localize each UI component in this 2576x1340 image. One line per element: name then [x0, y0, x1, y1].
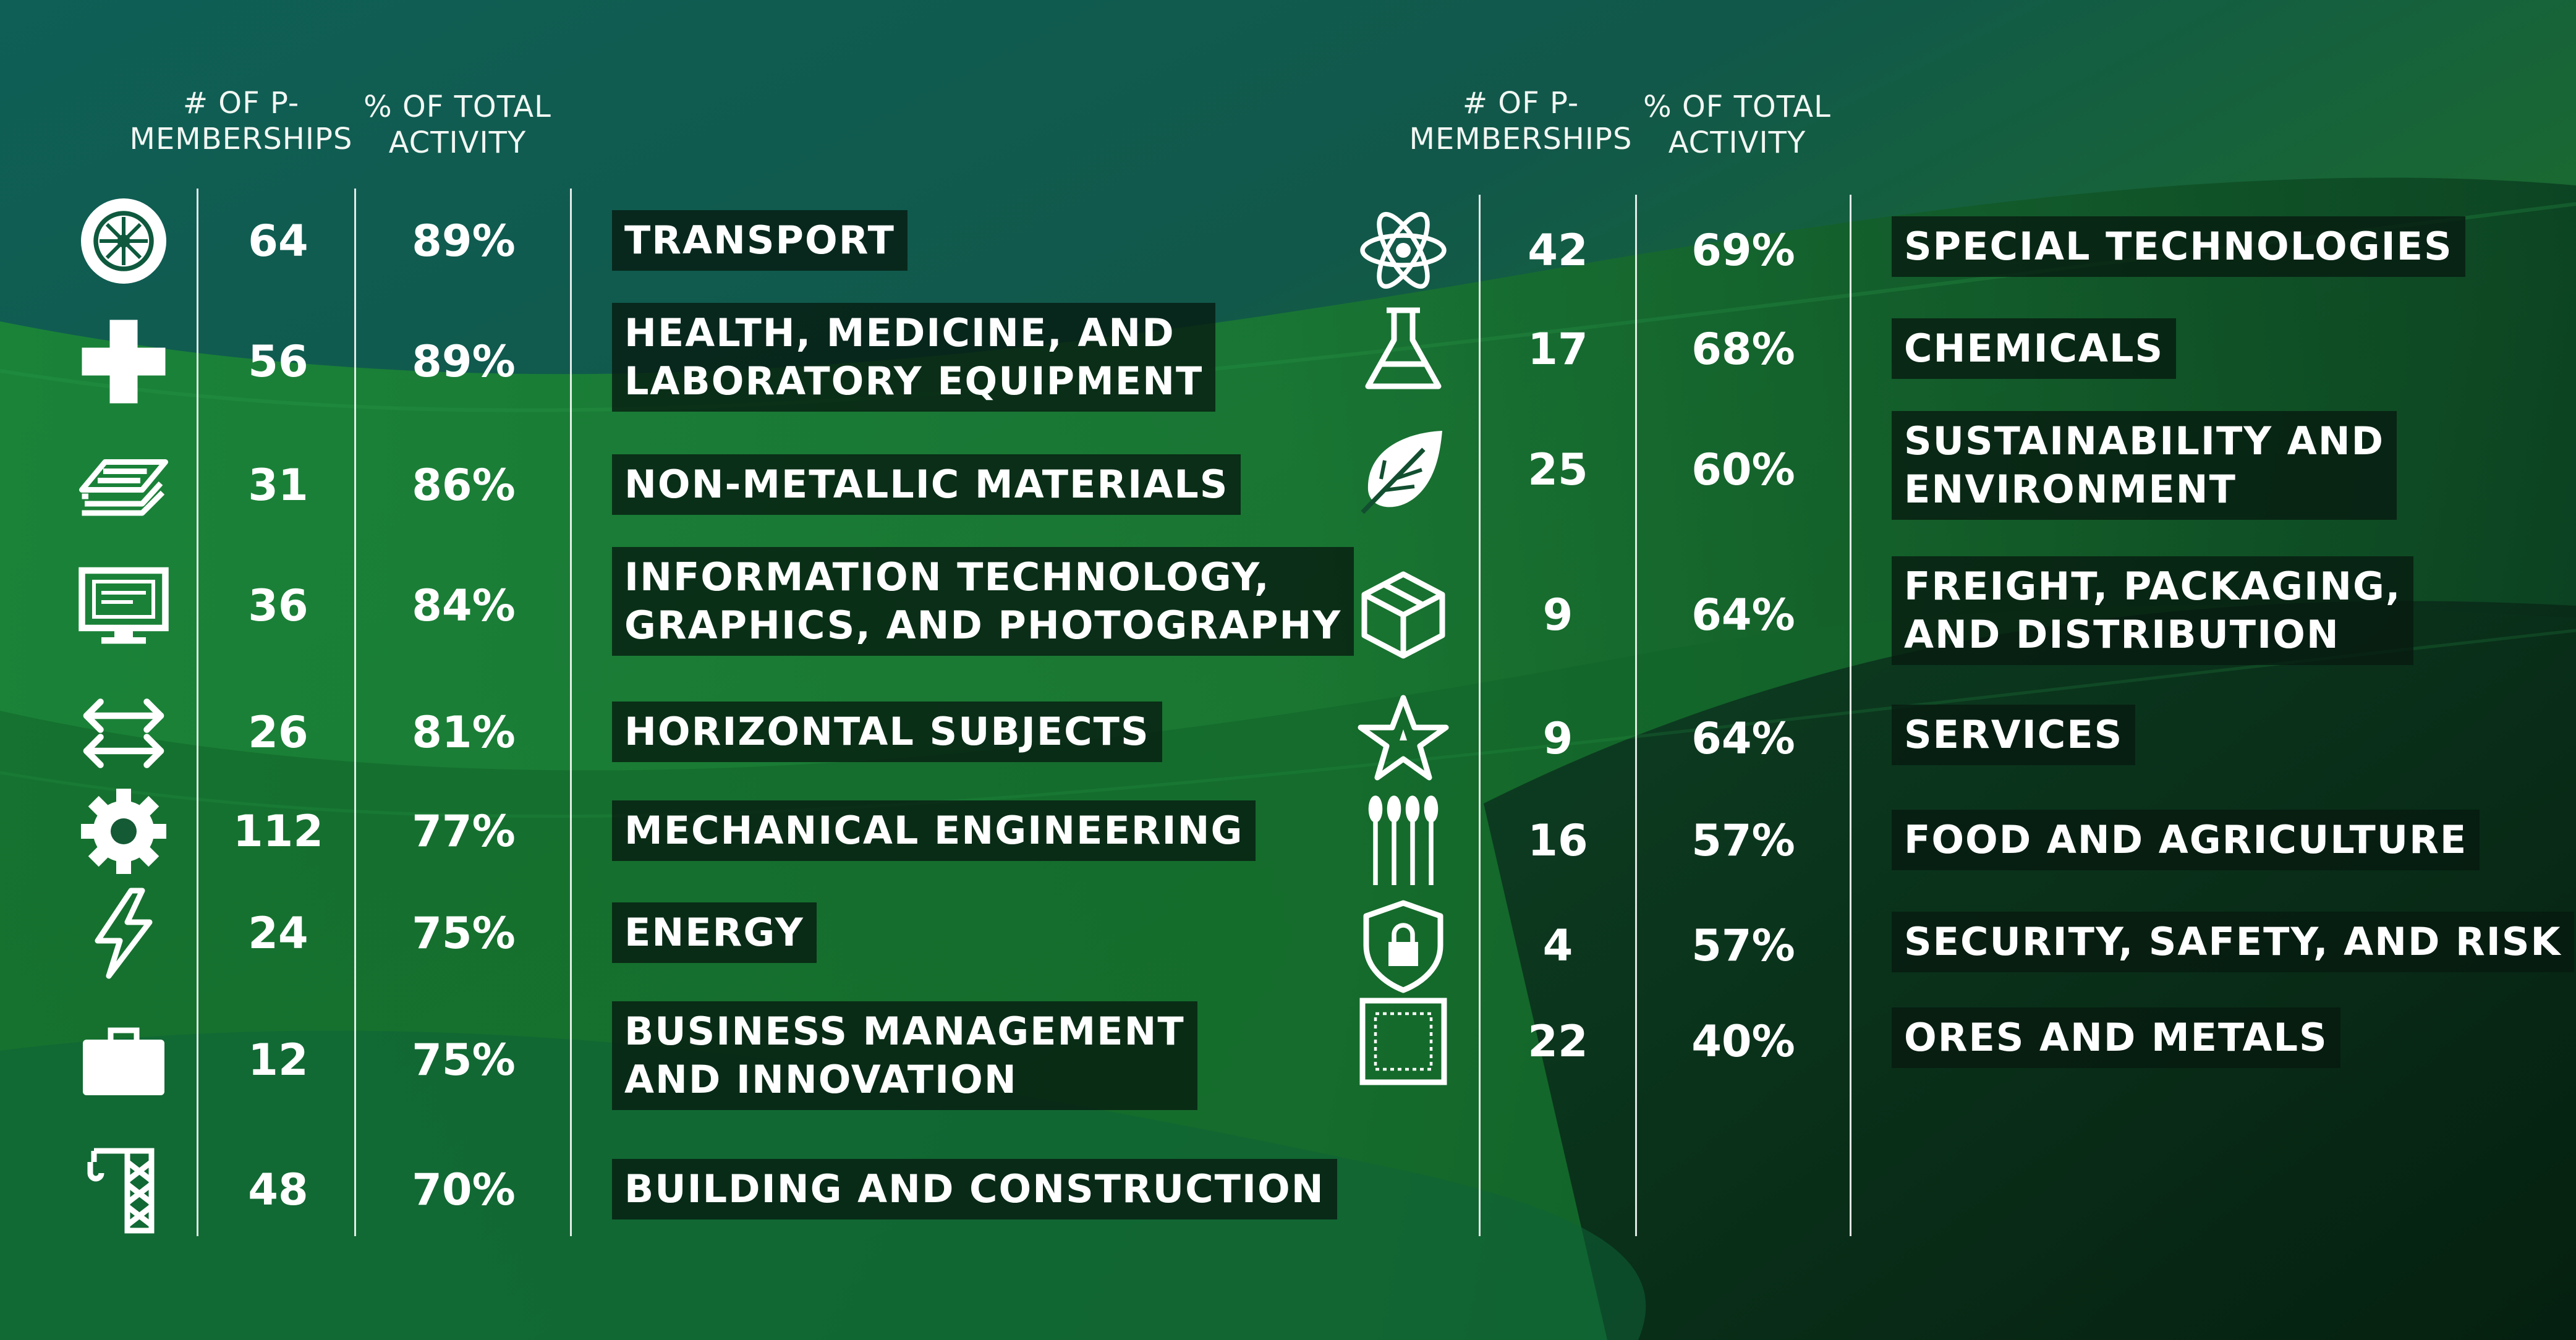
- memberships-value: 64: [248, 216, 308, 266]
- leaf-icon: [1354, 411, 1453, 528]
- table-row: 9 64% FREIGHT, PACKAGING, AND DISTRIBUTIO…: [1280, 556, 2567, 674]
- activity-value: 60%: [1691, 444, 1795, 495]
- shield-lock-icon: [1354, 900, 1453, 993]
- table-row: 17 68% CHEMICALS: [1280, 307, 2567, 389]
- table-row: 22 40% ORES AND METALS: [1280, 998, 2567, 1085]
- activity-value: 89%: [412, 216, 516, 266]
- memberships-value: 26: [248, 707, 308, 758]
- briefcase-icon: [74, 1001, 173, 1119]
- sector-label: TRANSPORT: [612, 210, 908, 271]
- table-row: 24 75% ENERGY: [0, 888, 1288, 979]
- activity-header: % OF TOTAL ACTIVITY: [1643, 90, 1831, 160]
- memberships-value: 22: [1528, 1016, 1588, 1067]
- activity-value: 70%: [412, 1164, 516, 1215]
- sector-label: SUSTAINABILITY AND ENVIRONMENT: [1892, 411, 2397, 520]
- sector-label: NON-METALLIC MATERIALS: [612, 454, 1241, 515]
- memberships-header: # OF P- MEMBERSHIPS: [129, 86, 353, 156]
- activity-value: 40%: [1691, 1016, 1795, 1067]
- activity-header: % OF TOTAL ACTIVITY: [363, 90, 551, 160]
- sector-label: SECURITY, SAFETY, AND RISK: [1892, 912, 2574, 972]
- column-divider: [1850, 195, 1851, 1236]
- table-row: 56 89% HEALTH, MEDICINE, AND LABORATORY E…: [0, 303, 1288, 420]
- memberships-value: 9: [1542, 713, 1573, 764]
- memberships-value: 112: [232, 806, 324, 857]
- column-divider: [354, 189, 356, 1236]
- flask-icon: [1354, 307, 1453, 389]
- column-divider: [1635, 195, 1637, 1236]
- memberships-value: 56: [248, 336, 308, 387]
- medical-cross-icon: [74, 303, 173, 420]
- crane-icon: [74, 1148, 173, 1234]
- memberships-header: # OF P- MEMBERSHIPS: [1409, 86, 1633, 156]
- sector-label: FOOD AND AGRICULTURE: [1892, 810, 2480, 870]
- table-row: 16 57% FOOD AND AGRICULTURE: [1280, 795, 2567, 885]
- column-divider: [570, 189, 572, 1236]
- memberships-value: 24: [248, 908, 308, 959]
- activity-value: 75%: [412, 908, 516, 959]
- activity-value: 77%: [412, 806, 516, 857]
- activity-value: 57%: [1691, 815, 1795, 866]
- activity-value: 84%: [412, 580, 516, 631]
- activity-value: 86%: [412, 460, 516, 511]
- table-row: 4 57% SECURITY, SAFETY, AND RISK: [1280, 900, 2574, 993]
- right-table: # OF P- MEMBERSHIPS % OF TOTAL ACTIVITY …: [1280, 0, 2574, 1340]
- monitor-icon: [74, 547, 173, 664]
- table-row: 64 89% TRANSPORT: [0, 198, 1288, 284]
- column-divider: [1479, 195, 1481, 1236]
- sector-label: FREIGHT, PACKAGING, AND DISTRIBUTION: [1892, 556, 2414, 665]
- memberships-value: 16: [1528, 815, 1588, 866]
- atom-icon: [1354, 211, 1453, 289]
- sector-label: BUSINESS MANAGEMENT AND INNOVATION: [612, 1001, 1197, 1110]
- activity-value: 64%: [1691, 590, 1795, 640]
- memberships-value: 31: [248, 460, 308, 511]
- sector-label: BUILDING AND CONSTRUCTION: [612, 1159, 1337, 1219]
- activity-value: 68%: [1691, 324, 1795, 375]
- sector-label: HORIZONTAL SUBJECTS: [612, 702, 1162, 762]
- box-icon: [1354, 556, 1453, 674]
- sector-label: ENERGY: [612, 902, 817, 963]
- activity-value: 64%: [1691, 713, 1795, 764]
- table-row: 26 81% HORIZONTAL SUBJECTS: [0, 698, 1288, 768]
- wheel-icon: [74, 198, 173, 284]
- memberships-value: 36: [248, 580, 308, 631]
- sector-label: INFORMATION TECHNOLOGY, GRAPHICS, AND PHO…: [612, 547, 1354, 656]
- activity-value: 89%: [412, 336, 516, 387]
- star-icon: [1354, 695, 1453, 781]
- table-row: 36 84% INFORMATION TECHNOLOGY, GRAPHICS, …: [0, 547, 1354, 664]
- memberships-value: 17: [1528, 324, 1588, 375]
- table-row: 48 70% BUILDING AND CONSTRUCTION: [0, 1148, 1337, 1234]
- memberships-value: 42: [1528, 225, 1588, 276]
- sector-label: CHEMICALS: [1892, 318, 2177, 379]
- table-row: 25 60% SUSTAINABILITY AND ENVIRONMENT: [1280, 411, 2567, 528]
- sector-label: SERVICES: [1892, 705, 2136, 765]
- left-table: # OF P- MEMBERSHIPS % OF TOTAL ACTIVITY …: [0, 86, 1354, 1236]
- table-row: 112 77% MECHANICAL ENGINEERING: [0, 789, 1288, 874]
- sector-label: ORES AND METALS: [1892, 1007, 2340, 1068]
- memberships-value: 4: [1542, 920, 1573, 971]
- table-row: 42 69% SPECIAL TECHNOLOGIES: [1280, 211, 2567, 289]
- table-row: 31 86% NON-METALLIC MATERIALS: [0, 451, 1288, 519]
- sector-label: SPECIAL TECHNOLOGIES: [1892, 216, 2465, 277]
- activity-value: 75%: [412, 1035, 516, 1085]
- activity-value: 57%: [1691, 920, 1795, 971]
- table-row: 12 75% BUSINESS MANAGEMENT AND INNOVATION: [0, 1001, 1288, 1119]
- column-divider: [197, 189, 198, 1236]
- lightning-icon: [74, 888, 173, 979]
- gear-icon: [74, 789, 173, 874]
- activity-value: 81%: [412, 707, 516, 758]
- ore-icon: [1354, 998, 1453, 1085]
- memberships-value: 9: [1542, 590, 1573, 640]
- memberships-value: 12: [248, 1035, 308, 1085]
- arrows-horizontal-icon: [74, 698, 173, 768]
- layers-icon: [74, 451, 173, 519]
- memberships-value: 25: [1528, 444, 1588, 495]
- wheat-icon: [1354, 795, 1453, 885]
- memberships-value: 48: [248, 1164, 308, 1215]
- sector-label: MECHANICAL ENGINEERING: [612, 800, 1256, 861]
- table-row: 9 64% SERVICES: [1280, 695, 2567, 781]
- activity-value: 69%: [1691, 225, 1795, 276]
- sector-label: HEALTH, MEDICINE, AND LABORATORY EQUIPMEN…: [612, 303, 1216, 412]
